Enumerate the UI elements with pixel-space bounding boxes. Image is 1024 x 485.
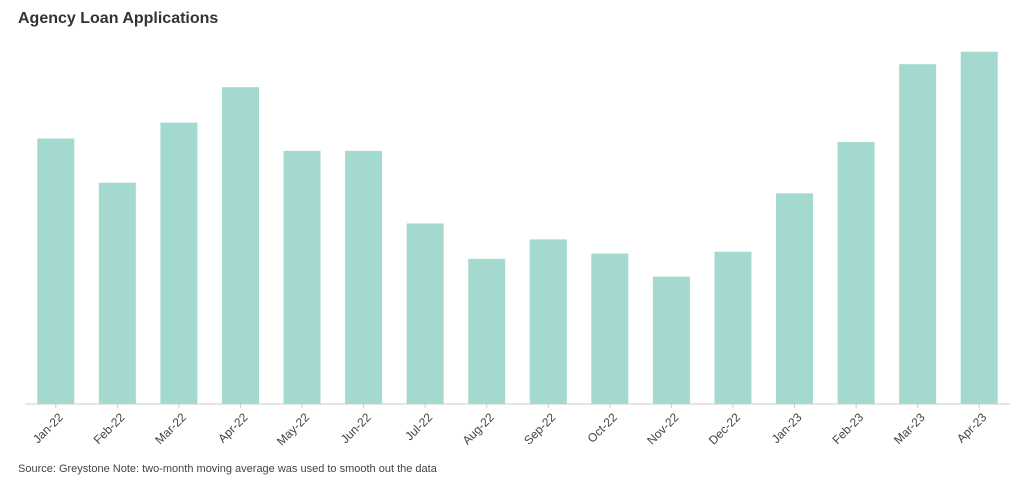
bar-apr-22 [221,87,259,405]
chart-title: Agency Loan Applications [18,10,219,27]
x-tick-label: May-22 [274,410,312,448]
x-tick-label: Apr-23 [954,410,990,446]
bar-feb-22 [98,182,136,404]
x-tick-label: Nov-22 [644,410,681,447]
x-tick-label: Dec-22 [706,410,743,447]
bar-jul-22 [406,223,444,404]
x-tick-label: Jan-22 [30,410,66,446]
bar-apr-23 [960,51,998,405]
x-tick-label: Jul-22 [402,410,435,443]
bar-mar-23 [899,64,937,404]
x-tick-label: Oct-22 [585,410,621,446]
x-tick-label: Apr-22 [215,410,251,446]
x-tick-label: Mar-22 [152,410,189,447]
x-tick-label: Jun-22 [338,410,374,446]
bar-sep-22 [529,239,567,404]
bar-mar-22 [160,122,198,404]
source-note: Source: Greystone Note: two-month moving… [18,463,437,475]
x-tick-label: Sep-22 [521,410,558,447]
x-tick-label: Mar-23 [891,410,928,447]
bar-oct-22 [591,253,629,404]
x-tick-label: Jan-23 [769,410,805,446]
bar-aug-22 [468,258,506,404]
x-tick-label: Aug-22 [460,410,497,447]
x-tick-label: Feb-23 [829,410,866,447]
x-tick-label: Feb-22 [91,410,128,447]
bar-feb-23 [837,142,875,405]
bar-jan-22 [37,138,75,404]
bar-dec-22 [714,251,752,404]
bar-jan-23 [776,193,814,404]
bar-nov-22 [652,276,690,404]
bar-may-22 [283,150,321,404]
bar-jun-22 [345,150,383,404]
